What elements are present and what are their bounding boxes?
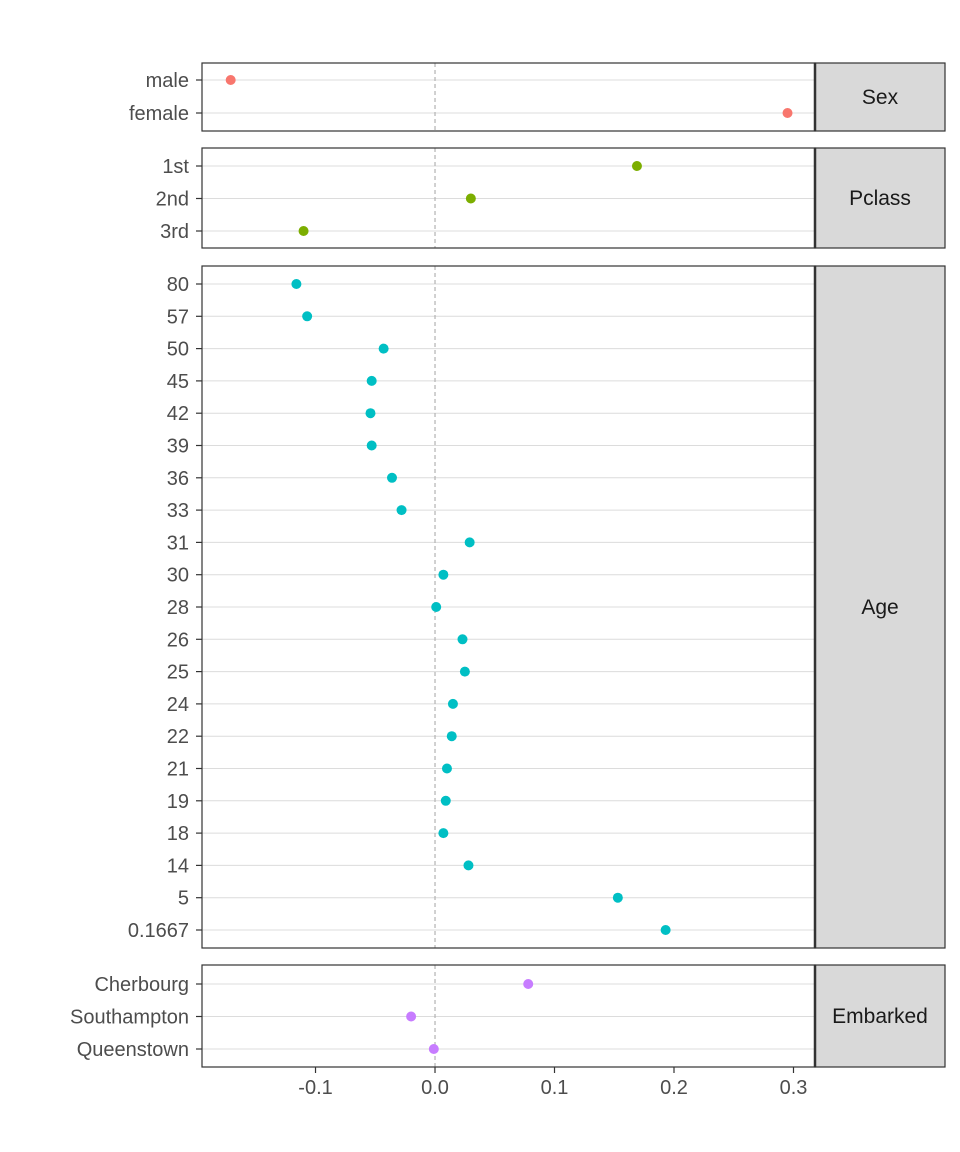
y-tick-label: 50: [167, 339, 189, 361]
data-point: [782, 108, 793, 118]
data-point: [291, 279, 302, 289]
facet-strip-label: Age: [861, 596, 898, 619]
facet-strip: [814, 964, 946, 1068]
data-point: [366, 440, 377, 451]
y-tick-label: 22: [167, 726, 189, 748]
data-point: [631, 161, 642, 171]
data-point: [378, 343, 389, 354]
data-point: [457, 634, 468, 645]
y-tick-label: 28: [167, 597, 189, 619]
facet-age: 80 57 50 45 42 39 36 33 31 30 28 26 25 24 22 21 19 18 14 5 0…: [128, 265, 946, 949]
y-tick-label: 3rd: [160, 221, 189, 243]
data-point: [440, 795, 451, 806]
x-tick-label: 0.2: [660, 1077, 688, 1099]
y-tick-label: 39: [167, 436, 189, 458]
y-tick-label: Cherbourg: [94, 974, 189, 996]
y-tick-label: 25: [167, 662, 189, 684]
y-tick-label: 21: [167, 759, 189, 781]
y-tick-label: 33: [167, 500, 189, 522]
y-tick-label: 42: [167, 403, 189, 425]
data-point: [428, 1044, 439, 1054]
y-tick-label: 57: [167, 306, 189, 328]
x-axis: -0.1 0.0 0.1 0.2 0.3: [298, 1067, 807, 1099]
data-point: [438, 828, 449, 839]
y-tick-label: 18: [167, 823, 189, 845]
data-point: [396, 505, 407, 516]
y-tick-label: 45: [167, 371, 189, 393]
data-point: [431, 602, 442, 612]
y-tick-label: 1st: [162, 156, 189, 178]
x-tick-label: 0.3: [780, 1077, 808, 1099]
y-tick-label: male: [146, 70, 189, 92]
panel-border: [201, 62, 816, 132]
data-point: [612, 892, 623, 903]
y-tick-label: 0.1667: [128, 920, 189, 942]
facet-embarked: Cherbourg Southampton Queenstown Embarked: [70, 964, 946, 1068]
y-tick-label: 80: [167, 274, 189, 296]
y-tick-label: 36: [167, 468, 189, 490]
data-point: [386, 472, 397, 483]
data-point: [366, 375, 377, 386]
data-point: [660, 925, 671, 935]
x-tick-label: 0.0: [421, 1077, 449, 1099]
data-point: [447, 698, 458, 709]
x-tick-label: 0.1: [541, 1077, 569, 1099]
data-point: [446, 731, 457, 742]
data-point: [298, 226, 309, 236]
y-tick-label: 31: [167, 532, 189, 554]
data-point: [463, 860, 474, 871]
facet-strip: [814, 62, 946, 132]
x-tick-label: -0.1: [298, 1077, 332, 1099]
facet-strip-label: Embarked: [832, 1005, 928, 1028]
data-point: [302, 311, 313, 322]
data-point: [441, 763, 452, 774]
data-point: [406, 1011, 417, 1022]
y-tick-label: 19: [167, 791, 189, 813]
y-tick-label: female: [129, 103, 189, 125]
data-point: [465, 193, 476, 204]
data-point: [365, 408, 376, 419]
y-tick-label: 2nd: [156, 189, 189, 211]
y-tick-label: Queenstown: [77, 1039, 189, 1061]
data-point: [438, 569, 449, 580]
y-tick-label: Southampton: [70, 1007, 189, 1029]
y-tick-label: 14: [167, 855, 189, 877]
data-point: [523, 979, 534, 989]
y-tick-label: 24: [167, 694, 189, 716]
data-point: [464, 537, 475, 548]
facet-panels: male female Sex 1st 2nd 3rd Pclass 80 57 50 45 42 39…: [70, 62, 946, 1068]
facet-sex: male female Sex: [129, 62, 946, 132]
y-tick-label: 26: [167, 629, 189, 651]
facet-pclass: 1st 2nd 3rd Pclass: [156, 147, 946, 249]
facet-strip-label: Pclass: [849, 187, 911, 210]
y-tick-label: 30: [167, 565, 189, 587]
y-tick-label: 5: [178, 888, 189, 910]
data-point: [225, 75, 236, 85]
facet-strip-label: Sex: [862, 86, 899, 109]
facet-strip: [814, 147, 946, 249]
data-point: [459, 666, 470, 677]
